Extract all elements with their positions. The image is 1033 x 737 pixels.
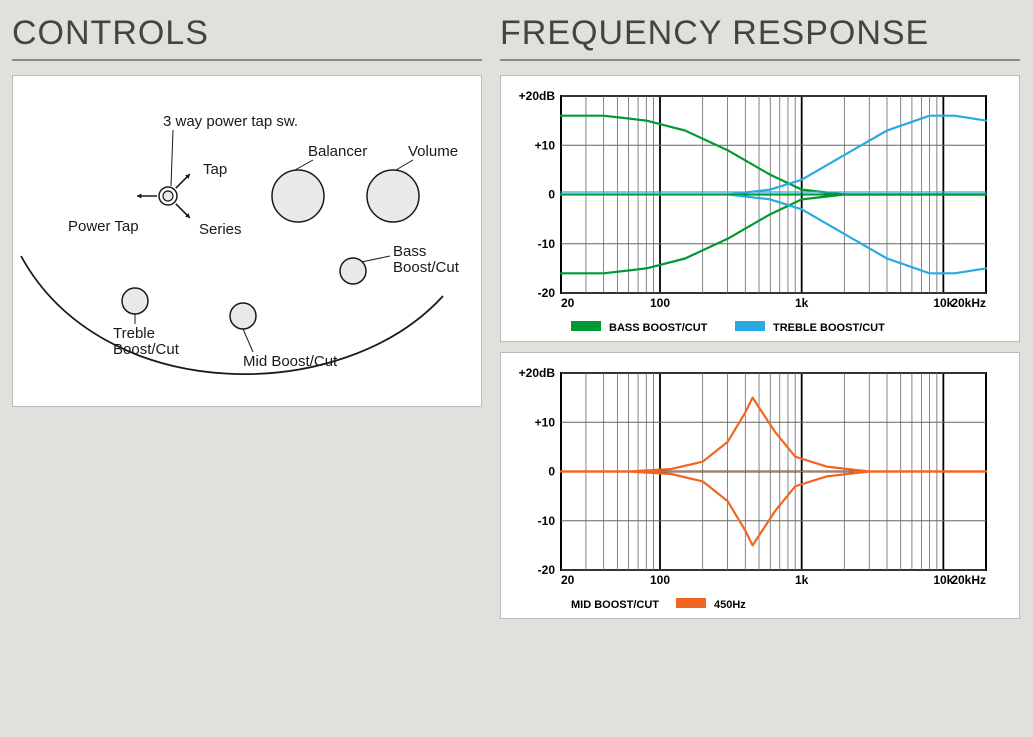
svg-text:20: 20 [561, 573, 575, 587]
svg-text:0: 0 [548, 188, 555, 202]
controls-heading: CONTROLS [12, 14, 482, 53]
svg-text:3 way power tap sw.: 3 way power tap sw. [163, 113, 298, 130]
svg-text:100: 100 [650, 573, 670, 587]
svg-text:MID BOOST/CUT: MID BOOST/CUT [571, 599, 659, 611]
svg-text:Bass: Bass [393, 243, 426, 260]
svg-text:20: 20 [561, 296, 575, 310]
svg-text:Treble: Treble [113, 325, 155, 342]
controls-diagram: 3 way power tap sw. Tap Series Power Tap Bal… [13, 76, 483, 406]
svg-text:+20dB: +20dB [519, 366, 556, 380]
svg-text:Boost/Cut: Boost/Cut [393, 259, 460, 276]
svg-text:BASS BOOST/CUT: BASS BOOST/CUT [609, 322, 708, 334]
freq-rule [500, 59, 1020, 61]
chart1-panel: +20dB0-20-10+10201001k10k20kHzBASS BOOST… [500, 75, 1020, 342]
svg-text:-20: -20 [538, 563, 556, 577]
controls-rule [12, 59, 482, 61]
svg-text:+10: +10 [535, 138, 556, 152]
svg-text:+20dB: +20dB [519, 89, 556, 103]
svg-text:-10: -10 [538, 514, 556, 528]
svg-text:Balancer: Balancer [308, 143, 367, 160]
svg-text:Volume: Volume [408, 143, 458, 160]
svg-text:20kHz: 20kHz [951, 573, 986, 587]
svg-text:Mid Boost/Cut: Mid Boost/Cut [243, 353, 338, 370]
svg-text:-20: -20 [538, 286, 556, 300]
chart-bass-treble: +20dB0-20-10+10201001k10k20kHzBASS BOOST… [501, 76, 1001, 341]
freq-heading: FREQUENCY RESPONSE [500, 14, 1020, 53]
controls-panel: 3 way power tap sw. Tap Series Power Tap Bal… [12, 75, 482, 407]
svg-text:Series: Series [199, 221, 242, 238]
svg-text:1k: 1k [795, 296, 809, 310]
svg-text:Tap: Tap [203, 161, 227, 178]
svg-text:Power Tap: Power Tap [68, 218, 139, 235]
svg-text:Boost/Cut: Boost/Cut [113, 341, 180, 358]
svg-text:-10: -10 [538, 237, 556, 251]
svg-text:TREBLE BOOST/CUT: TREBLE BOOST/CUT [773, 322, 885, 334]
chart-mid: +20dB0-20-10+10201001k10k20kHzMID BOOST/… [501, 353, 1001, 618]
svg-text:0: 0 [548, 465, 555, 479]
svg-text:100: 100 [650, 296, 670, 310]
chart2-panel: +20dB0-20-10+10201001k10k20kHzMID BOOST/… [500, 352, 1020, 619]
svg-text:1k: 1k [795, 573, 809, 587]
svg-text:450Hz: 450Hz [714, 599, 746, 611]
svg-text:+10: +10 [535, 415, 556, 429]
svg-text:20kHz: 20kHz [951, 296, 986, 310]
